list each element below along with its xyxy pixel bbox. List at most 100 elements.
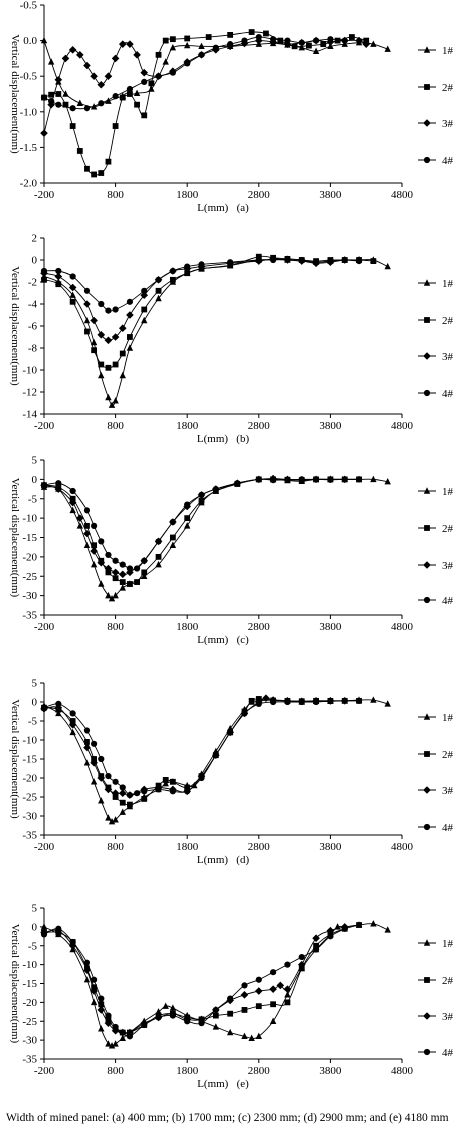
data-point — [127, 581, 133, 587]
x-tick-label: 2800 — [248, 189, 271, 201]
legend-marker — [423, 713, 431, 720]
data-point — [69, 710, 76, 717]
data-point — [105, 393, 112, 401]
data-point — [184, 784, 191, 791]
series-4 — [40, 255, 363, 314]
x-tick-label: 3800 — [319, 621, 342, 633]
y-tick-label: -15 — [22, 532, 37, 544]
data-point — [291, 43, 298, 50]
data-point — [105, 814, 112, 821]
data-point — [83, 529, 91, 538]
legend-entry: 4# — [418, 822, 454, 834]
data-point — [262, 694, 270, 702]
data-point — [126, 311, 134, 319]
x-tick-label: -200 — [34, 420, 55, 432]
data-point — [384, 700, 391, 707]
data-point — [127, 801, 133, 808]
data-point — [241, 982, 248, 989]
data-point — [91, 347, 98, 354]
data-point — [370, 40, 377, 47]
data-point — [118, 324, 127, 332]
y-tick-label: -10 — [22, 959, 37, 971]
data-point — [119, 1029, 126, 1036]
data-point — [90, 778, 98, 785]
y-tick-label: -0.5 — [20, 71, 38, 83]
data-point — [83, 541, 91, 548]
data-point — [198, 51, 205, 58]
data-point — [91, 740, 98, 747]
data-point — [284, 999, 291, 1006]
legend-marker — [423, 119, 431, 127]
x-tick-label: 800 — [107, 1065, 124, 1077]
data-point — [40, 482, 48, 489]
data-point — [255, 33, 262, 41]
x-axis-label: L(mm) (a) — [197, 202, 249, 214]
data-point — [108, 818, 116, 825]
data-point — [184, 35, 191, 42]
data-point — [198, 497, 205, 504]
data-point — [362, 40, 370, 48]
data-point — [355, 476, 363, 483]
data-point — [133, 89, 141, 96]
data-point — [212, 752, 219, 759]
legend-marker — [423, 1048, 431, 1056]
data-point — [155, 287, 162, 294]
data-point — [108, 401, 116, 408]
y-tick-label: -5 — [28, 940, 38, 952]
y-axis-label: Vertical displacement(mm) — [9, 478, 21, 598]
data-point — [162, 780, 169, 787]
data-point — [155, 553, 162, 560]
data-point — [111, 54, 120, 63]
y-tick-label: -12 — [22, 387, 37, 399]
legend-entry: 1# — [418, 486, 454, 498]
data-point — [91, 171, 98, 178]
data-point — [68, 721, 77, 729]
data-point — [283, 985, 292, 993]
data-point — [97, 558, 106, 567]
x-tick-label: 4800 — [391, 189, 414, 201]
data-point — [98, 797, 105, 804]
legend-marker — [423, 352, 431, 360]
y-tick-label: -2 — [28, 277, 37, 289]
data-point — [141, 316, 148, 324]
x-tick-label: 4800 — [391, 621, 414, 633]
data-point — [284, 961, 291, 968]
data-point — [98, 170, 105, 176]
data-point — [90, 547, 98, 555]
data-point — [105, 97, 112, 104]
data-point — [269, 1017, 277, 1024]
legend-marker — [423, 823, 431, 831]
series-4 — [40, 33, 348, 112]
data-point — [212, 1012, 219, 1019]
legend-label: 4# — [442, 822, 454, 834]
x-tick-label: 2800 — [248, 621, 271, 633]
legend-marker — [423, 939, 431, 946]
data-point — [169, 69, 176, 76]
data-point — [284, 991, 291, 998]
data-point — [212, 1023, 220, 1030]
data-point — [40, 931, 48, 938]
data-point — [241, 710, 248, 717]
data-point — [155, 786, 162, 793]
chart-panel-c: 5 0 -5 -10 -15 -20 -25 -30 -35-200 800 1800 2800 380… — [9, 455, 454, 647]
x-tick-label: 2800 — [248, 841, 271, 853]
data-point — [169, 1012, 176, 1019]
x-tick-label: 1800 — [176, 1065, 199, 1077]
legend-entry: 2# — [418, 975, 454, 987]
data-point — [348, 34, 355, 40]
data-point — [98, 361, 105, 368]
data-point — [69, 273, 76, 280]
data-point — [126, 1033, 134, 1040]
legend-label: 3# — [442, 560, 454, 572]
data-point — [119, 808, 126, 815]
data-point — [312, 946, 320, 953]
data-point — [119, 561, 126, 568]
data-point — [69, 495, 76, 502]
data-point — [105, 569, 112, 576]
data-point — [133, 790, 141, 797]
data-point — [55, 700, 62, 708]
data-point — [90, 759, 98, 767]
legend-label: 1# — [442, 712, 454, 724]
data-point — [69, 105, 76, 112]
legend-entry: 2# — [418, 749, 454, 761]
